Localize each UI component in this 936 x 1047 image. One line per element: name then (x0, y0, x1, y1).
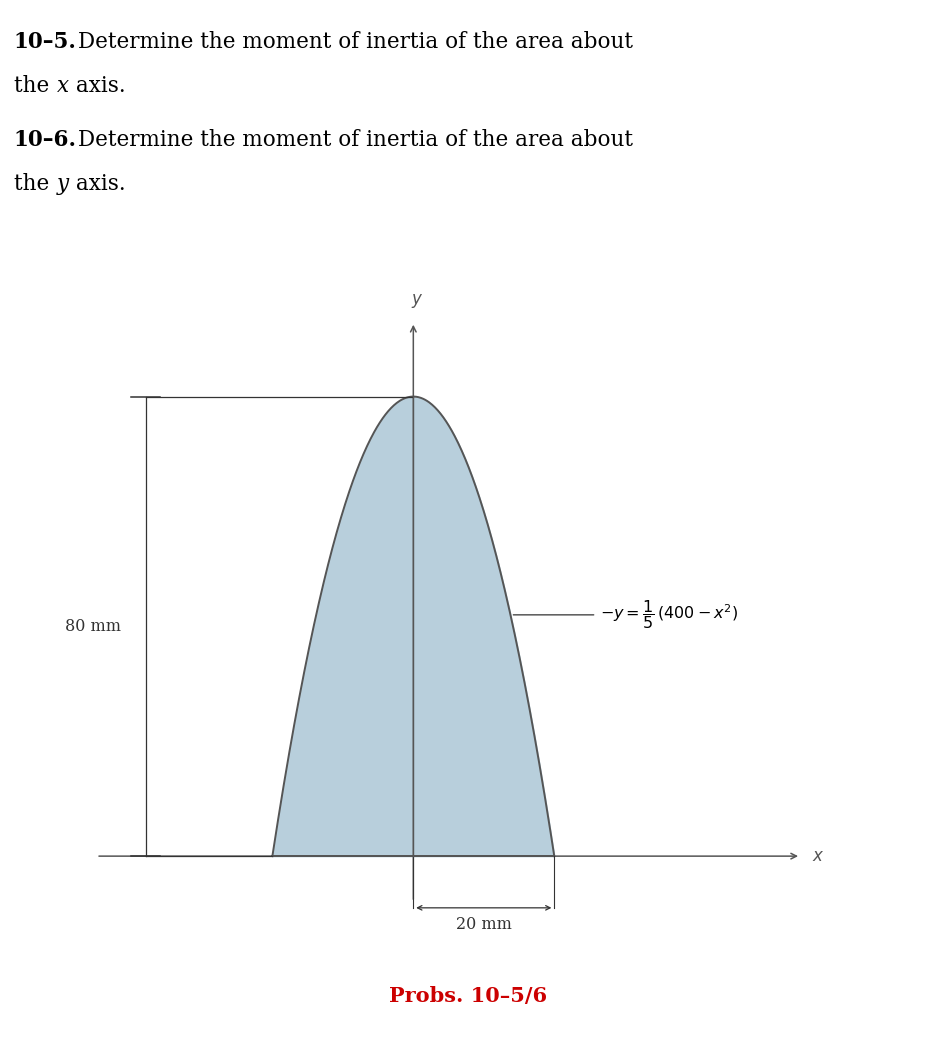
Text: 20 mm: 20 mm (456, 916, 511, 934)
Text: 80 mm: 80 mm (65, 618, 121, 634)
Text: $-y = \dfrac{1}{5}\,(400 - x^2)$: $-y = \dfrac{1}{5}\,(400 - x^2)$ (599, 599, 738, 631)
Text: 10–6.: 10–6. (14, 129, 77, 151)
Text: Determine the moment of inertia of the area about: Determine the moment of inertia of the a… (78, 30, 633, 52)
Text: y: y (57, 173, 69, 195)
Text: $y$: $y$ (410, 292, 423, 310)
Text: $x$: $x$ (811, 847, 823, 865)
Text: the: the (14, 173, 56, 195)
Text: Determine the moment of inertia of the area about: Determine the moment of inertia of the a… (78, 129, 633, 151)
Text: axis.: axis. (69, 173, 125, 195)
Text: x: x (57, 74, 69, 96)
Text: axis.: axis. (69, 74, 125, 96)
Text: Probs. 10–5/6: Probs. 10–5/6 (389, 986, 547, 1006)
Text: 10–5.: 10–5. (14, 30, 77, 52)
Text: the: the (14, 74, 56, 96)
